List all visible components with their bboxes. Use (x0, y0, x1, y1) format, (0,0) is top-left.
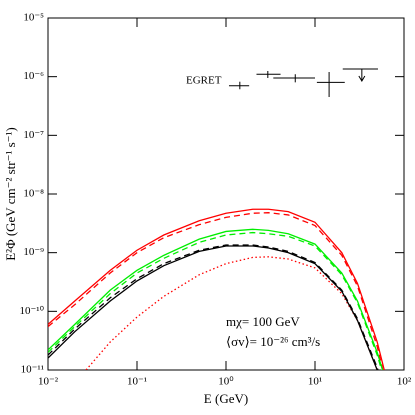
y-tick-label: 10⁻⁹ (23, 246, 44, 258)
y-tick-label: 10⁻¹¹ (21, 364, 44, 376)
upper-limit-arrow (358, 69, 366, 82)
egret-label: EGRET (186, 75, 222, 87)
curve (85, 256, 378, 370)
annotation: mχ= 100 GeV (226, 314, 300, 329)
y-axis-label: E²Φ (GeV cm⁻² str⁻¹ s⁻¹) (3, 127, 18, 261)
x-tick-label: 10⁻¹ (127, 376, 147, 388)
y-tick-label: 10⁻⁸ (23, 188, 44, 200)
curve (48, 244, 379, 370)
curve (48, 231, 383, 370)
y-tick-label: 10⁻¹⁰ (19, 305, 44, 317)
curve (48, 245, 378, 370)
y-tick-label: 10⁻⁷ (23, 129, 44, 141)
y-tick-label: 10⁻⁶ (23, 70, 44, 82)
curve (48, 208, 385, 370)
curve (48, 228, 384, 370)
x-tick-label: 10² (397, 376, 412, 388)
x-tick-label: 10¹ (308, 376, 322, 388)
x-tick-label: 10⁻² (38, 376, 59, 388)
curve (48, 212, 384, 370)
curves (48, 208, 385, 370)
y-tick-label: 10⁻⁵ (23, 12, 44, 24)
x-tick-label: 10⁰ (218, 376, 234, 388)
x-axis-label: E (GeV) (204, 391, 248, 406)
annotation: ⟨σv⟩= 10⁻²⁶ cm³/s (226, 334, 320, 349)
